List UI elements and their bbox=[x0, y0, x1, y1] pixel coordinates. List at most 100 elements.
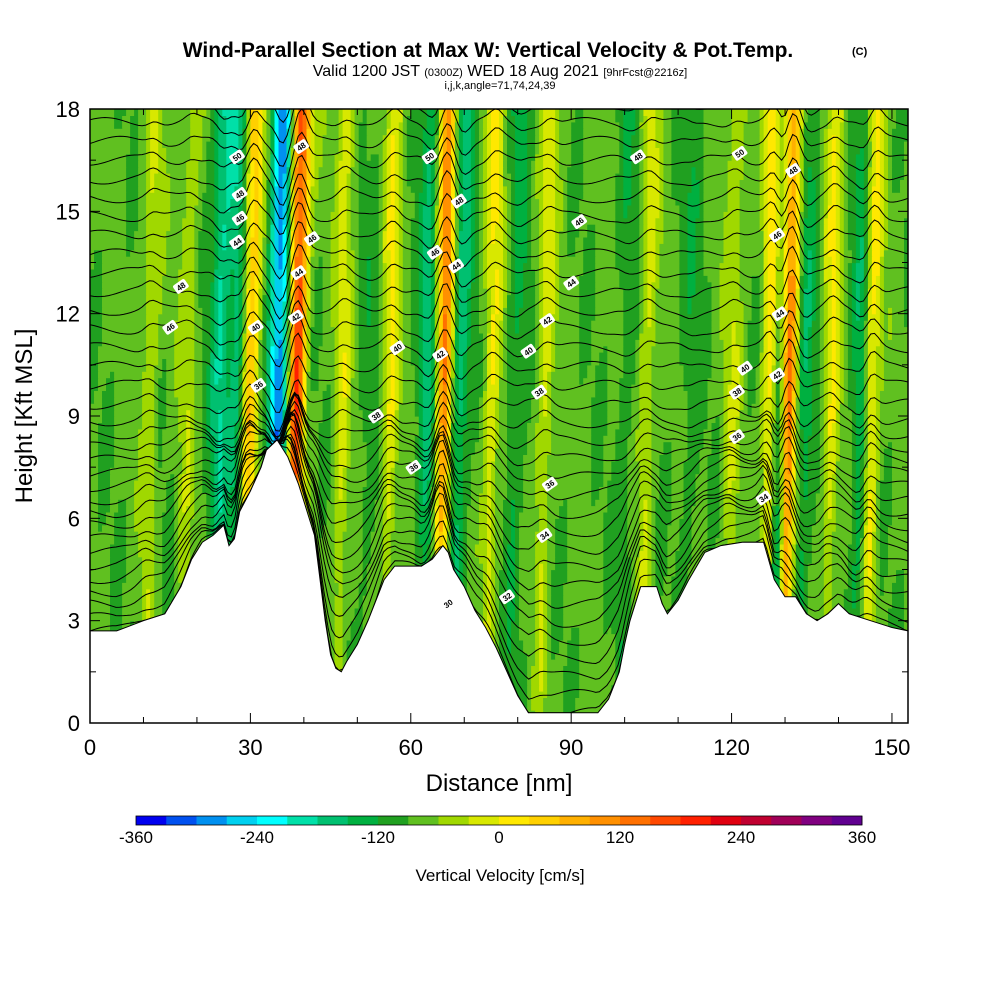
colorbar-frame bbox=[135, 815, 863, 826]
colorbar-swatch bbox=[741, 816, 772, 825]
theta-contour-line bbox=[90, 201, 908, 256]
x-axis-title: Distance [nm] bbox=[426, 770, 573, 797]
copyright-mark: (C) bbox=[852, 46, 868, 58]
colorbar-tick-label: -120 bbox=[361, 828, 395, 847]
colorbar-swatch bbox=[529, 816, 560, 825]
contour-label: 42 bbox=[769, 367, 785, 383]
theta-contour-line bbox=[90, 131, 908, 189]
theta-contour-line bbox=[90, 220, 908, 280]
contour-label: 36 bbox=[405, 459, 422, 475]
colorbar-ticks: -360 -240 -120 0 120 240 360 bbox=[119, 828, 876, 847]
contour-label: 36 bbox=[541, 476, 558, 492]
contour-label: 50 bbox=[229, 149, 245, 165]
colorbar-swatch bbox=[771, 816, 802, 825]
theta-contour-line bbox=[90, 283, 908, 334]
theta-contour-line bbox=[90, 391, 908, 467]
contour-label: 46 bbox=[426, 244, 443, 260]
contour-label: 36 bbox=[729, 429, 745, 444]
contour-label: 48 bbox=[231, 186, 248, 202]
contour-label: 40 bbox=[737, 360, 753, 376]
colorbar-swatch bbox=[378, 816, 409, 825]
contour-label: 38 bbox=[368, 408, 384, 424]
colorbar-swatch bbox=[680, 816, 712, 825]
theta-contour-line bbox=[90, 187, 908, 235]
contour-label: 50 bbox=[731, 145, 748, 161]
theta-contour-line bbox=[90, 413, 908, 555]
contour-label: 46 bbox=[571, 214, 588, 229]
contour-label: 36 bbox=[250, 377, 267, 393]
contour-label: 48 bbox=[630, 149, 646, 165]
theta-contour-line bbox=[90, 169, 908, 220]
contour-label: 50 bbox=[421, 149, 438, 165]
theta-contour-line bbox=[90, 425, 908, 628]
colorbar-tick-label: -360 bbox=[119, 828, 153, 847]
colorbar-swatch bbox=[499, 816, 530, 825]
chart-subtitle-indices: i,j,k,angle=71,74,24,39 bbox=[444, 80, 555, 92]
theta-contour-line bbox=[90, 299, 908, 349]
colorbar-swatch bbox=[257, 816, 288, 825]
theta-contour-line bbox=[90, 243, 908, 302]
x-tick-label: 90 bbox=[559, 735, 583, 760]
plot-area: 4846504846444036484644425048464442403836… bbox=[90, 109, 908, 723]
y-tick-label: 18 bbox=[56, 97, 80, 122]
x-tick-label: 30 bbox=[238, 735, 262, 760]
contour-label: 34 bbox=[755, 490, 772, 506]
y-tick-label: 3 bbox=[68, 609, 80, 634]
contour-label: 34 bbox=[536, 528, 553, 543]
contour-label: 46 bbox=[162, 319, 179, 335]
colorbar-swatch bbox=[196, 816, 228, 825]
theta-contour-line bbox=[90, 390, 908, 440]
x-tick-label: 150 bbox=[874, 735, 911, 760]
theta-contour-line bbox=[130, 109, 908, 124]
theta-contour-line bbox=[90, 411, 908, 573]
theta-contour-line bbox=[90, 435, 908, 680]
colorbar-swatch bbox=[620, 816, 651, 825]
theta-contour-line bbox=[90, 377, 908, 432]
theta-contour-line bbox=[90, 332, 908, 391]
colorbar-swatch bbox=[438, 816, 470, 825]
contour-label: 42 bbox=[287, 309, 304, 325]
colorbar bbox=[135, 815, 863, 826]
theta-contour-line bbox=[90, 408, 908, 519]
colorbar-swatch bbox=[136, 816, 167, 825]
contour-label: 42 bbox=[539, 313, 555, 328]
theta-contour-line bbox=[90, 414, 908, 538]
contour-label: 46 bbox=[304, 231, 320, 246]
chart-title: Wind-Parallel Section at Max W: Vertical… bbox=[183, 39, 794, 62]
contour-label: 46 bbox=[231, 210, 248, 226]
contour-label: 38 bbox=[531, 384, 547, 400]
colorbar-swatch bbox=[650, 816, 681, 825]
theta-contour-line bbox=[90, 400, 908, 501]
theta-contour-line bbox=[90, 418, 908, 609]
y-tick-label: 0 bbox=[68, 711, 80, 736]
colorbar-swatch bbox=[226, 816, 258, 825]
y-tick-label: 6 bbox=[68, 506, 80, 531]
colorbar-tick-label: 0 bbox=[494, 828, 503, 847]
y-tick-label: 12 bbox=[56, 302, 80, 327]
x-axis: 0 30 60 90 120 150 bbox=[84, 109, 910, 760]
contour-label: 30 bbox=[440, 596, 457, 611]
contour-label: 48 bbox=[451, 193, 467, 209]
theta-contour-line bbox=[90, 314, 908, 368]
contour-label: 42 bbox=[432, 347, 449, 362]
theta-contour-line bbox=[90, 392, 908, 449]
colorbar-swatch bbox=[166, 816, 197, 825]
contour-label: 38 bbox=[729, 384, 745, 400]
colorbar-swatch bbox=[710, 816, 742, 825]
y-tick-label: 15 bbox=[56, 199, 80, 224]
colorbar-swatch bbox=[287, 816, 318, 825]
contour-label: 40 bbox=[389, 340, 406, 356]
colorbar-swatch bbox=[408, 816, 439, 825]
subtitle-date: WED 18 Aug 2021 bbox=[467, 63, 599, 80]
colorbar-tick-label: -240 bbox=[240, 828, 274, 847]
y-tick-label: 9 bbox=[68, 404, 80, 429]
theta-contour-line bbox=[90, 151, 908, 206]
colorbar-swatch bbox=[831, 816, 863, 825]
contour-label: 44 bbox=[771, 306, 788, 322]
contour-label: 44 bbox=[229, 234, 245, 250]
chart-subtitle: Valid 1200 JST (0300Z) WED 18 Aug 2021 [… bbox=[313, 63, 688, 80]
theta-contour-line bbox=[90, 433, 908, 646]
potential-temperature-contours bbox=[90, 109, 908, 714]
